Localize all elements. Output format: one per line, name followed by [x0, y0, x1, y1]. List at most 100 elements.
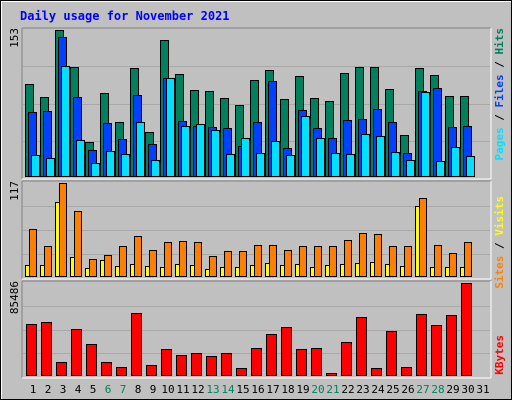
kbytes-bar	[251, 348, 262, 376]
pages-bar	[421, 92, 430, 177]
kbytes-bar	[146, 365, 157, 376]
kbytes-bar	[161, 349, 172, 376]
sites-bar	[404, 246, 412, 277]
kbytes-bar	[281, 327, 292, 376]
sites-bar	[254, 245, 262, 277]
pages-bar	[136, 122, 145, 177]
kbytes-bar	[26, 324, 37, 376]
kbytes-bar	[311, 348, 322, 376]
pages-bar	[76, 140, 85, 177]
sites-bar	[374, 234, 382, 277]
kbytes-bar	[461, 283, 472, 376]
day-label: 21	[326, 383, 339, 396]
sites-bar	[329, 246, 337, 277]
legend-separator: /	[493, 108, 506, 128]
pages-bar	[91, 163, 100, 177]
sites-bar	[29, 229, 37, 277]
kbytes-bar	[191, 353, 202, 376]
pages-bar	[166, 78, 175, 177]
legend-hits-files-pages: Pages / Files / Hits	[493, 28, 506, 161]
sites-bar	[269, 245, 277, 277]
kbytes-bar	[401, 367, 412, 376]
sites-bar	[179, 241, 187, 277]
pages-bar	[361, 134, 370, 177]
side-legends: Pages / Files / Hits Sites / Visits KBytes	[493, 28, 506, 375]
day-label: 13	[206, 383, 219, 396]
kbytes-bar	[386, 331, 397, 376]
kbytes-bar	[446, 315, 457, 376]
day-label: 4	[75, 383, 82, 396]
kbytes-bar	[206, 356, 217, 376]
plot-frame-kbytes	[21, 280, 492, 379]
visits-max-label: 117	[8, 181, 21, 201]
kbytes-bar	[296, 349, 307, 376]
day-label: 9	[150, 383, 157, 396]
day-label: 20	[311, 383, 324, 396]
pages-bar	[106, 151, 115, 177]
kbytes-bar	[101, 362, 112, 376]
sites-bar	[104, 255, 112, 277]
day-label: 27	[416, 383, 429, 396]
sites-bar	[389, 246, 397, 277]
pages-bar	[346, 154, 355, 177]
day-label: 7	[120, 383, 127, 396]
day-label: 19	[296, 383, 309, 396]
day-label: 1	[30, 383, 37, 396]
day-label: 6	[105, 383, 112, 396]
sites-bar	[344, 240, 352, 277]
legend-hits-files-pages-text: Pages / Files / Hits	[493, 28, 506, 161]
day-label: 26	[401, 383, 414, 396]
legend-files: Files	[493, 74, 506, 107]
day-label: 11	[176, 383, 189, 396]
pages-bar	[451, 147, 460, 177]
pages-bar	[196, 124, 205, 177]
kbytes-bar	[56, 362, 67, 376]
sites-bar	[89, 259, 97, 277]
day-label: 17	[266, 383, 279, 396]
day-label: 31	[476, 383, 489, 396]
kbytes-bar	[326, 373, 337, 376]
kbytes-bar	[266, 334, 277, 376]
sites-bar	[464, 242, 472, 277]
kbytes-max-label: 85486	[8, 281, 21, 314]
sites-bar	[194, 242, 202, 277]
kbytes-bar	[371, 368, 382, 376]
day-label: 14	[221, 383, 235, 396]
legend-pages: Pages	[493, 127, 506, 160]
pages-bar	[61, 66, 70, 177]
pages-bar	[391, 152, 400, 177]
pages-bar	[121, 154, 130, 177]
sites-bar	[284, 250, 292, 277]
legend-kbytes: KBytes	[493, 335, 506, 375]
legend-hits: Hits	[493, 28, 506, 55]
sites-bar	[419, 198, 427, 277]
day-label: 16	[251, 383, 264, 396]
day-labels: 1 2 3 4 5 6 7 8 9 10 11 12 13 14 15 16 17 18 19 20 21 22 23 24 2…	[30, 383, 490, 396]
kbytes-bar	[86, 344, 97, 376]
pages-bar	[406, 160, 415, 177]
pages-bar	[376, 136, 385, 177]
kbytes-bar	[416, 314, 427, 376]
kbytes-bar	[176, 355, 187, 376]
kbytes-bar	[341, 342, 352, 376]
pages-bar	[46, 158, 55, 177]
kbytes-bar	[116, 367, 127, 376]
sites-bar	[149, 250, 157, 277]
pages-bar	[256, 153, 265, 177]
legend-visits-sites: Sites / Visits	[493, 196, 506, 289]
legend-sites: Sites	[493, 256, 506, 289]
sites-bar	[74, 211, 82, 277]
day-label: 23	[356, 383, 369, 396]
pages-bar	[226, 154, 235, 177]
pages-bar	[436, 161, 445, 177]
day-label: 10	[161, 383, 174, 396]
legend-separator: /	[493, 236, 506, 256]
kbytes-bar	[131, 313, 142, 376]
sites-bar	[314, 246, 322, 277]
day-label: 15	[236, 383, 249, 396]
pages-bar	[181, 126, 190, 177]
day-label: 2	[45, 383, 52, 396]
day-label: 22	[341, 383, 354, 396]
day-label: 5	[90, 383, 97, 396]
